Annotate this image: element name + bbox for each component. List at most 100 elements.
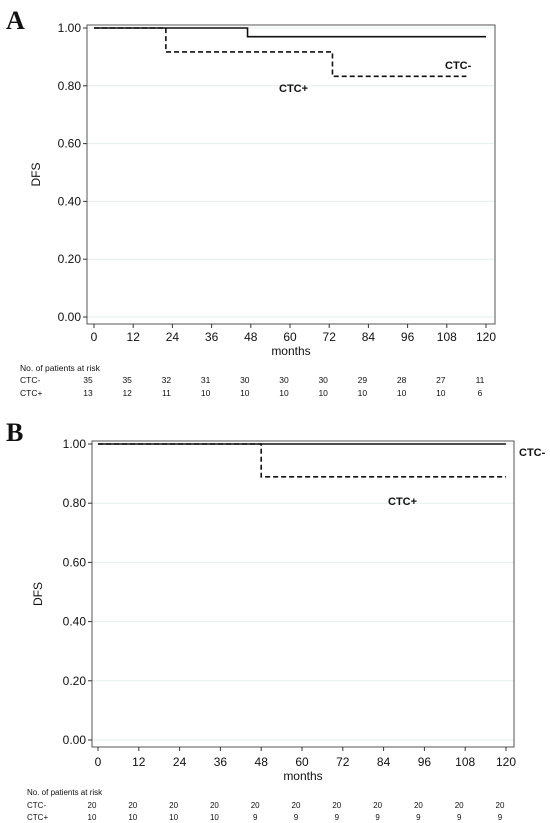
risk-count: 20 xyxy=(455,801,464,810)
x-tick-label: 108 xyxy=(455,755,475,769)
x-tick-label: 72 xyxy=(323,330,337,344)
x-tick-label: 72 xyxy=(336,755,350,769)
risk-count: 35 xyxy=(83,375,93,385)
y-tick-label: 0.40 xyxy=(63,615,87,629)
risk-count: 28 xyxy=(397,375,407,385)
x-tick-label: 12 xyxy=(132,755,146,769)
y-tick-label: 0.60 xyxy=(63,555,87,569)
risk-count: 10 xyxy=(169,813,178,822)
plot-frame xyxy=(91,440,515,748)
plot-frame xyxy=(86,24,496,325)
risk-count: 32 xyxy=(162,375,172,385)
x-tick-label: 60 xyxy=(283,330,297,344)
risk-count: 12 xyxy=(122,388,132,398)
risk-count: 9 xyxy=(498,813,503,822)
risk-count: 13 xyxy=(83,388,93,398)
x-tick-label: 108 xyxy=(437,330,457,344)
risk-count: 20 xyxy=(88,801,97,810)
risk-count: 30 xyxy=(318,375,328,385)
risk-count: 35 xyxy=(122,375,132,385)
risk-count: 9 xyxy=(294,813,299,822)
y-tick-label: 0.20 xyxy=(63,674,87,688)
risk-row-label: CTC+ xyxy=(20,388,42,398)
risk-count: 9 xyxy=(416,813,421,822)
risk-count: 20 xyxy=(373,801,382,810)
risk-count: 29 xyxy=(358,375,368,385)
x-tick-label: 84 xyxy=(362,330,376,344)
risk-count: 27 xyxy=(436,375,446,385)
y-tick-label: 0.20 xyxy=(58,252,82,266)
risk-count: 9 xyxy=(253,813,258,822)
risk-count: 6 xyxy=(478,388,483,398)
risk-count: 30 xyxy=(279,375,289,385)
x-tick-label: 48 xyxy=(244,330,258,344)
risk-count: 30 xyxy=(240,375,250,385)
risk-count: 20 xyxy=(332,801,341,810)
risk-count: 10 xyxy=(201,388,211,398)
risk-count: 10 xyxy=(397,388,407,398)
x-tick-label: 96 xyxy=(418,755,432,769)
panel-b: 0.00 0.20 0.40 0.60 0.80 1.00 0 12 24 36 48 60 72 84 9… xyxy=(0,410,550,823)
x-axis-label: months xyxy=(271,344,310,358)
y-axis-label: DFS xyxy=(31,582,45,606)
risk-count: 20 xyxy=(169,801,178,810)
risk-count: 20 xyxy=(128,801,137,810)
y-tick-label: 0.40 xyxy=(58,194,82,208)
x-tick-label: 48 xyxy=(255,755,269,769)
panel-letter: A xyxy=(6,6,25,35)
series-line-ctc-neg xyxy=(94,27,486,38)
x-tick-label: 0 xyxy=(91,330,98,344)
y-tick-label: 0.80 xyxy=(58,79,82,93)
risk-count: 20 xyxy=(292,801,301,810)
x-tick-label: 0 xyxy=(95,755,102,769)
x-axis-label: months xyxy=(283,769,322,783)
risk-count: 10 xyxy=(436,388,446,398)
risk-table-title: No. of patients at risk xyxy=(20,363,101,373)
series-label: CTC+ xyxy=(279,83,308,95)
x-tick-label: 36 xyxy=(205,330,219,344)
x-tick-label: 24 xyxy=(166,330,180,344)
risk-count: 10 xyxy=(210,813,219,822)
y-axis-label: DFS xyxy=(29,163,43,187)
risk-table-title: No. of patients at risk xyxy=(27,788,103,797)
y-tick-label: 0.80 xyxy=(63,496,87,510)
risk-count: 9 xyxy=(335,813,340,822)
risk-row-label: CTC- xyxy=(20,375,40,385)
km-plot-a: 0.00 0.20 0.40 0.60 0.80 1.00 0 12 24 36 48 60 72 84 9… xyxy=(20,21,496,398)
x-tick-label: 12 xyxy=(127,330,141,344)
risk-row-label: CTC- xyxy=(27,801,46,810)
risk-count: 10 xyxy=(358,388,368,398)
y-tick-label: 0.00 xyxy=(58,310,82,324)
risk-count: 10 xyxy=(240,388,250,398)
risk-count: 10 xyxy=(279,388,289,398)
risk-count: 31 xyxy=(201,375,211,385)
series-label: CTC- xyxy=(445,60,472,72)
series-label: CTC- xyxy=(519,447,546,459)
series-line-ctc-pos xyxy=(98,443,506,478)
y-tick-label: 0.60 xyxy=(58,137,82,151)
km-plot-b: 0.00 0.20 0.40 0.60 0.80 1.00 0 12 24 36 48 60 72 84 9… xyxy=(27,437,546,822)
x-tick-label: 84 xyxy=(377,755,391,769)
x-tick-label: 96 xyxy=(401,330,415,344)
y-tick-label: 1.00 xyxy=(58,21,82,35)
risk-count: 9 xyxy=(375,813,380,822)
risk-count: 11 xyxy=(162,388,171,398)
risk-count: 20 xyxy=(210,801,219,810)
risk-count: 20 xyxy=(414,801,423,810)
risk-row-label: CTC+ xyxy=(27,813,48,822)
risk-count: 11 xyxy=(476,375,485,385)
x-tick-label: 36 xyxy=(214,755,228,769)
series-label: CTC+ xyxy=(388,496,417,508)
y-tick-label: 1.00 xyxy=(63,437,87,451)
risk-count: 10 xyxy=(318,388,328,398)
x-tick-label: 24 xyxy=(173,755,187,769)
series-line-ctc-pos xyxy=(94,27,467,78)
x-tick-label: 60 xyxy=(295,755,309,769)
panel-a: 0.00 0.20 0.40 0.60 0.80 1.00 0 12 24 36 48 60 72 84 9… xyxy=(0,0,550,410)
x-tick-label: 120 xyxy=(476,330,496,344)
x-tick-label: 120 xyxy=(496,755,516,769)
risk-count: 10 xyxy=(128,813,137,822)
risk-count: 9 xyxy=(457,813,462,822)
panel-letter: B xyxy=(6,418,24,447)
risk-count: 20 xyxy=(251,801,260,810)
